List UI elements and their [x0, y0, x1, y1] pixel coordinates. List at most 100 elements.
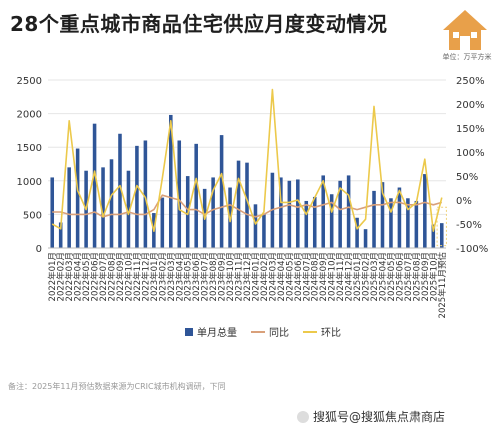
x-tick-label: 2022年12月	[140, 252, 151, 301]
y-tick-label: 2000	[17, 110, 42, 121]
x-tick-label: 2024年09月	[318, 252, 329, 301]
bar	[312, 196, 317, 248]
x-tick-label: 2022年09月	[115, 252, 126, 301]
x-tick-label: 2025年05月	[386, 252, 397, 301]
x-tick-label: 2022年03月	[64, 252, 75, 301]
y2-tick-label: -100%	[456, 244, 488, 255]
mom-line	[51, 88, 443, 232]
bar	[143, 140, 148, 248]
x-tick-label: 2025年07月	[403, 252, 414, 301]
x-tick-label: 2024年06月	[293, 252, 304, 301]
x-tick-label: 2023年05月	[183, 252, 194, 301]
legend-label: 同比	[269, 327, 289, 339]
bar	[346, 175, 351, 248]
x-tick-label: 2025年03月	[369, 252, 380, 301]
x-tick-label: 2024年11月	[335, 252, 346, 301]
bar	[279, 177, 283, 248]
bar	[363, 229, 368, 248]
bar	[423, 174, 427, 248]
x-tick-label: 2025年02月	[361, 252, 372, 301]
bar	[109, 159, 114, 248]
x-tick-label: 2023年09月	[217, 252, 228, 301]
bar	[321, 175, 325, 248]
bar	[338, 180, 342, 248]
x-tick-label: 2024年04月	[276, 252, 287, 301]
bar	[67, 167, 71, 248]
bar	[397, 187, 402, 248]
house-logo-icon	[440, 8, 490, 63]
bar	[75, 148, 80, 248]
y-tick-label: 2500	[17, 76, 42, 87]
x-tick-label: 2023年10月	[225, 252, 236, 301]
x-tick-label: 2022年02月	[56, 252, 67, 301]
x-tick-label: 2024年03月	[267, 252, 278, 301]
y2-tick-label: 0%	[456, 196, 472, 207]
x-tick-label: 2022年08月	[107, 252, 118, 301]
bar	[58, 222, 63, 248]
x-tick-label: 2024年12月	[344, 252, 355, 301]
y-tick-label: 500	[23, 210, 42, 221]
x-tick-label: 2023年08月	[208, 252, 219, 301]
x-tick-label: 2022年06月	[90, 252, 101, 301]
bar	[380, 182, 385, 248]
y-tick-label: 1500	[17, 143, 42, 154]
bar	[92, 123, 97, 248]
y2-tick-label: 50%	[456, 172, 478, 183]
bar	[177, 140, 182, 248]
bar	[389, 198, 393, 248]
bar	[329, 194, 334, 248]
x-tick-label: 2024年08月	[310, 252, 321, 301]
bar	[355, 217, 359, 248]
unit-label: 单位：万平方米	[442, 53, 492, 61]
bar	[296, 179, 300, 248]
y2-tick-label: -50%	[456, 220, 482, 231]
yoy-line	[52, 194, 443, 218]
avatar	[297, 411, 309, 423]
bar	[211, 177, 215, 248]
bar	[101, 167, 105, 248]
x-tick-label: 2025年09月	[420, 252, 431, 301]
bar	[262, 214, 266, 248]
page-title: 28个重点城市商品住宅供应月度变动情况	[10, 12, 388, 36]
x-tick-label: 2025年01月	[352, 252, 363, 301]
bar	[135, 145, 139, 248]
bar	[219, 135, 224, 248]
legend-label: 单月总量	[197, 326, 237, 339]
y2-tick-label: 250%	[456, 76, 485, 87]
x-tick-label: 2022年07月	[98, 252, 109, 301]
bar	[160, 197, 165, 248]
x-tick-label: 2023年01月	[149, 252, 160, 301]
bar	[118, 133, 122, 248]
x-tick-label: 2022年05月	[81, 252, 92, 301]
x-tick-label: 2022年01月	[47, 252, 58, 301]
bar	[414, 200, 419, 248]
x-tick-label: 2024年05月	[284, 252, 295, 301]
bar	[236, 160, 241, 248]
bar	[253, 204, 258, 248]
bar	[194, 143, 198, 248]
bar	[287, 180, 292, 248]
x-tick-label: 2022年11月	[132, 252, 143, 301]
x-tick-label: 2023年12月	[242, 252, 253, 301]
x-tick-label: 2024年10月	[327, 252, 338, 301]
y2-tick-label: 100%	[456, 148, 485, 159]
bar	[126, 170, 131, 248]
bar	[406, 198, 410, 248]
x-tick-label: 2024年07月	[301, 252, 312, 301]
bar	[431, 224, 436, 248]
bar	[169, 114, 173, 248]
bar	[372, 190, 376, 248]
x-tick-label: 2024年02月	[259, 252, 270, 301]
x-tick-label: 2025年11月预估	[437, 252, 448, 319]
x-tick-label: 2023年04月	[174, 252, 185, 301]
y2-tick-label: 150%	[456, 124, 485, 135]
x-tick-label: 2023年06月	[191, 252, 202, 301]
x-tick-label: 2025年10月	[428, 252, 439, 301]
watermark: 搜狐号@搜狐焦点肃商店	[297, 408, 445, 425]
y-tick-label: 1000	[17, 177, 42, 188]
x-tick-label: 2023年07月	[200, 252, 211, 301]
footnote: 备注：2025年11月预估数据来源为CRIC城市机构调研，下同	[8, 382, 226, 391]
legend-label: 环比	[321, 327, 341, 339]
legend-swatch	[185, 328, 193, 336]
x-tick-label: 2024年01月	[250, 252, 261, 301]
